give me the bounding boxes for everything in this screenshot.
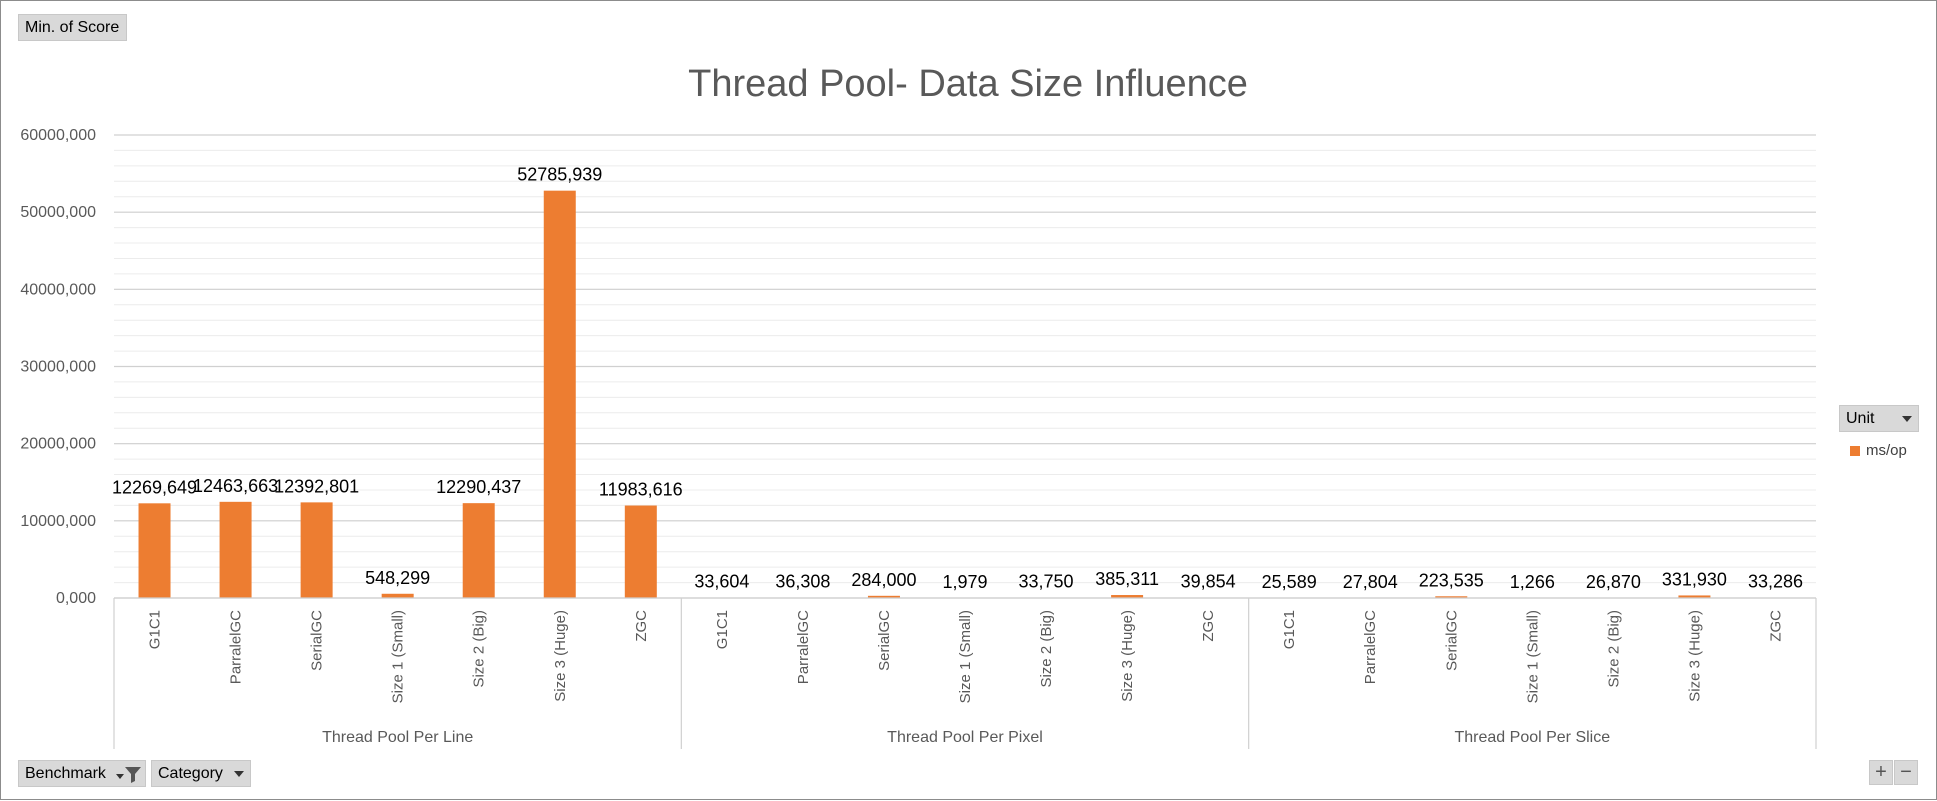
zoom-in-button[interactable]: + bbox=[1869, 760, 1893, 785]
y-tick-label: 60000,000 bbox=[20, 127, 96, 144]
data-label: 33,286 bbox=[1748, 572, 1803, 592]
dropdown-arrow-icon[interactable] bbox=[116, 774, 124, 779]
data-label: 331,930 bbox=[1662, 569, 1727, 589]
data-label: 385,311 bbox=[1095, 569, 1159, 589]
data-label: 1,266 bbox=[1510, 572, 1555, 592]
data-label: 39,854 bbox=[1181, 572, 1236, 592]
data-label: 11983,616 bbox=[599, 480, 683, 500]
legend-swatch bbox=[1850, 446, 1860, 456]
data-label: 27,804 bbox=[1343, 572, 1398, 592]
data-label: 12290,437 bbox=[436, 477, 521, 497]
x-category-label: ZGC bbox=[1767, 610, 1784, 642]
category-field-button[interactable]: Category bbox=[151, 760, 251, 787]
x-category-label: Size 1 (Small) bbox=[957, 610, 974, 703]
x-category-label: G1C1 bbox=[1281, 610, 1298, 649]
benchmark-field-label: Benchmark bbox=[25, 765, 106, 782]
legend-series-label: ms/op bbox=[1866, 442, 1907, 459]
x-category-label: Size 3 (Huge) bbox=[1119, 610, 1136, 702]
y-tick-label: 40000,000 bbox=[20, 281, 96, 298]
data-label: 12392,801 bbox=[274, 476, 359, 496]
data-label: 223,535 bbox=[1419, 570, 1484, 590]
data-label: 284,000 bbox=[851, 570, 916, 590]
x-category-label: G1C1 bbox=[147, 610, 164, 649]
benchmark-field-button[interactable]: Benchmark bbox=[18, 760, 146, 787]
x-category-label: ZGC bbox=[633, 610, 650, 642]
filter-icon[interactable] bbox=[124, 766, 142, 783]
unit-field-label: Unit bbox=[1846, 410, 1874, 427]
x-category-label: Size 2 (Big) bbox=[1038, 610, 1055, 688]
data-label: 1,979 bbox=[942, 572, 987, 592]
x-category-label: ZGC bbox=[1200, 610, 1217, 642]
bar bbox=[625, 506, 657, 598]
x-category-label: ParralelGC bbox=[1362, 610, 1379, 684]
x-category-label: Size 3 (Huge) bbox=[552, 610, 569, 702]
data-label: 33,750 bbox=[1019, 572, 1074, 592]
y-tick-label: 30000,000 bbox=[20, 359, 96, 376]
y-tick-label: 20000,000 bbox=[20, 436, 96, 453]
y-tick-label: 0,000 bbox=[56, 590, 96, 607]
x-category-label: Size 1 (Small) bbox=[390, 610, 407, 703]
x-category-label: Size 3 (Huge) bbox=[1686, 610, 1703, 702]
x-category-label: ParralelGC bbox=[795, 610, 812, 684]
chart-title: Thread Pool- Data Size Influence bbox=[688, 63, 1248, 105]
data-label: 36,308 bbox=[775, 572, 830, 592]
legend-entry: ms/op bbox=[1850, 442, 1907, 459]
x-group-label: Thread Pool Per Slice bbox=[1455, 729, 1611, 746]
zoom-out-button[interactable]: − bbox=[1894, 760, 1918, 785]
x-group-label: Thread Pool Per Line bbox=[322, 729, 473, 746]
bar bbox=[463, 503, 495, 598]
data-label: 33,604 bbox=[694, 572, 749, 592]
category-field-label: Category bbox=[158, 765, 223, 782]
x-category-label: Size 2 (Big) bbox=[1605, 610, 1622, 688]
x-category-label: ParralelGC bbox=[228, 610, 245, 684]
y-tick-label: 10000,000 bbox=[20, 513, 96, 530]
bar bbox=[382, 594, 414, 598]
y-tick-label: 50000,000 bbox=[20, 204, 96, 221]
data-label: 26,870 bbox=[1586, 572, 1641, 592]
data-label: 52785,939 bbox=[517, 165, 602, 185]
data-label: 12463,663 bbox=[193, 476, 278, 496]
bar bbox=[139, 503, 171, 598]
x-category-label: SerialGC bbox=[1443, 610, 1460, 671]
data-label: 25,589 bbox=[1262, 572, 1317, 592]
x-category-label: Size 2 (Big) bbox=[471, 610, 488, 688]
x-group-label: Thread Pool Per Pixel bbox=[887, 729, 1043, 746]
dropdown-arrow-icon[interactable] bbox=[1902, 416, 1912, 422]
data-label: 12269,649 bbox=[112, 477, 197, 497]
unit-legend-field-button[interactable]: Unit bbox=[1839, 405, 1919, 432]
x-category-label: SerialGC bbox=[309, 610, 326, 671]
bar bbox=[544, 191, 576, 598]
x-category-label: G1C1 bbox=[714, 610, 731, 649]
bar bbox=[301, 502, 333, 598]
dropdown-arrow-icon[interactable] bbox=[234, 771, 244, 777]
x-category-label: Size 1 (Small) bbox=[1524, 610, 1541, 703]
data-label: 548,299 bbox=[365, 568, 430, 588]
bar bbox=[220, 502, 252, 598]
x-category-label: SerialGC bbox=[876, 610, 893, 671]
